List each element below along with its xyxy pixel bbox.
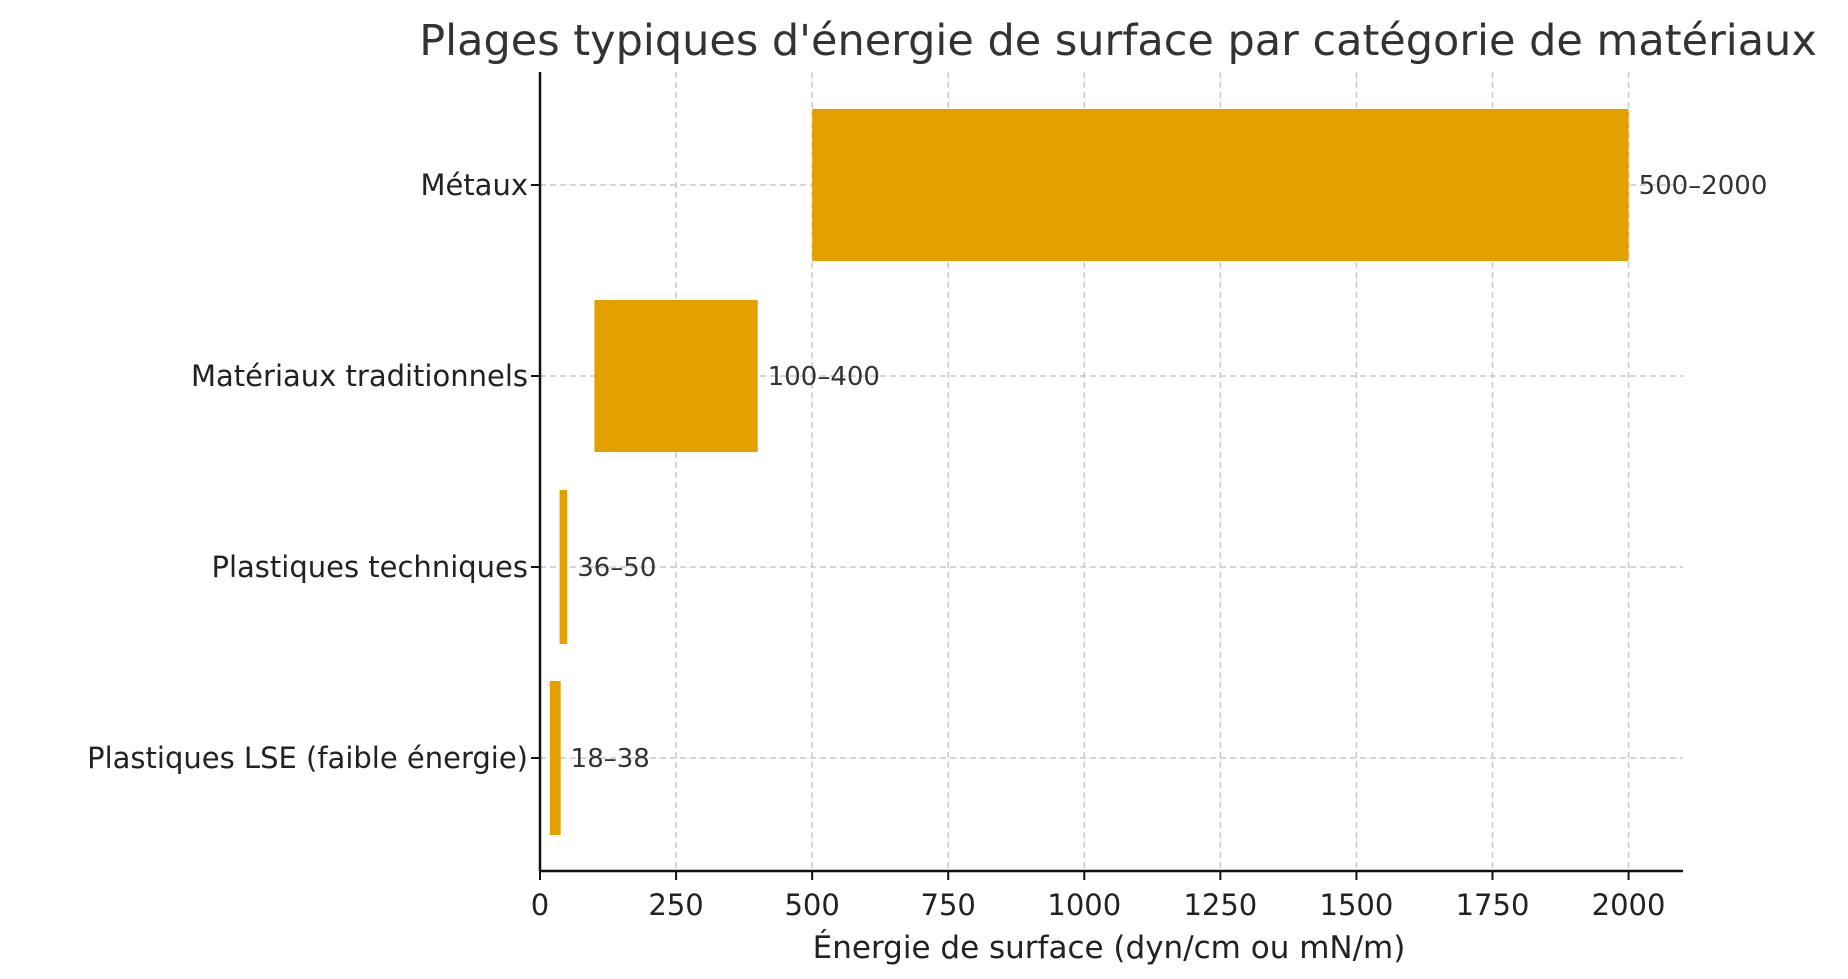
x-axis-label: Énergie de surface (dyn/cm ou mN/m) [813,930,1406,966]
data-label: 18–38 [571,744,650,774]
chart-title: Plages typiques d'énergie de surface par… [419,16,1817,66]
x-tick-label: 0 [531,888,549,922]
bar-range [549,681,561,835]
bars [549,109,1629,835]
x-tick-label: 1750 [1456,888,1530,922]
x-tick-label: 500 [784,888,839,922]
bar-range [812,109,1629,261]
bar-range [594,300,758,452]
axes: 0 250 500 750 1000 1250 1500 1750 2000 Métaux Maté… [87,72,1683,922]
bar-range [559,490,568,644]
x-tick-label: 1000 [1047,888,1121,922]
x-tick-label: 1500 [1320,888,1394,922]
category-label: Plastiques LSE (faible énergie) [87,741,528,775]
value-labels: 500–2000 100–400 36–50 18–38 [571,171,1768,774]
x-tick-label: 2000 [1592,888,1666,922]
category-label: Métaux [420,168,528,202]
category-label: Matériaux traditionnels [191,359,528,393]
data-label: 500–2000 [1639,171,1768,201]
x-tick-label: 750 [921,888,976,922]
x-tick-label: 250 [648,888,703,922]
category-label: Plastiques techniques [211,550,528,584]
data-label: 36–50 [577,553,656,583]
data-label: 100–400 [768,362,880,392]
x-tick-label: 1250 [1183,888,1257,922]
